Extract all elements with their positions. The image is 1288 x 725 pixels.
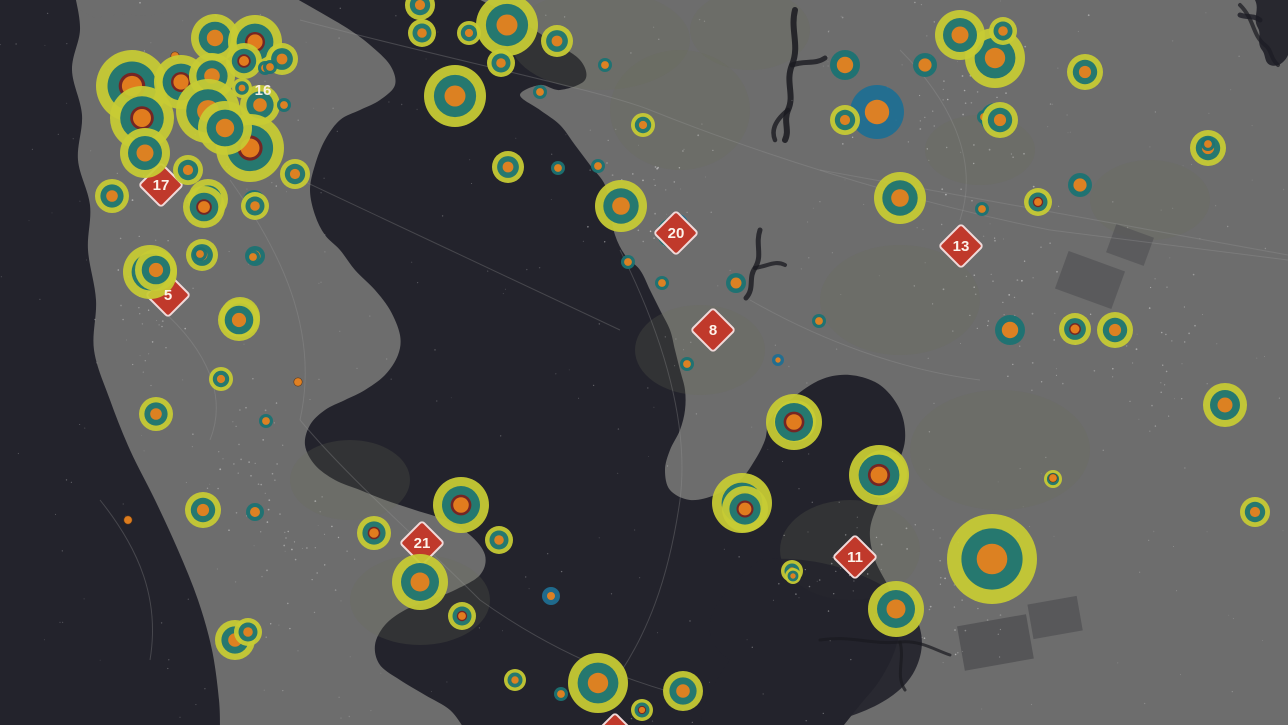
svg-text:20: 20	[668, 225, 685, 242]
svg-text:11: 11	[847, 549, 863, 566]
svg-text:16: 16	[255, 82, 272, 99]
svg-text:8: 8	[709, 322, 717, 339]
svg-text:13: 13	[953, 238, 970, 255]
svg-text:17: 17	[153, 177, 170, 194]
svg-text:5: 5	[164, 287, 172, 304]
svg-text:21: 21	[414, 535, 431, 552]
